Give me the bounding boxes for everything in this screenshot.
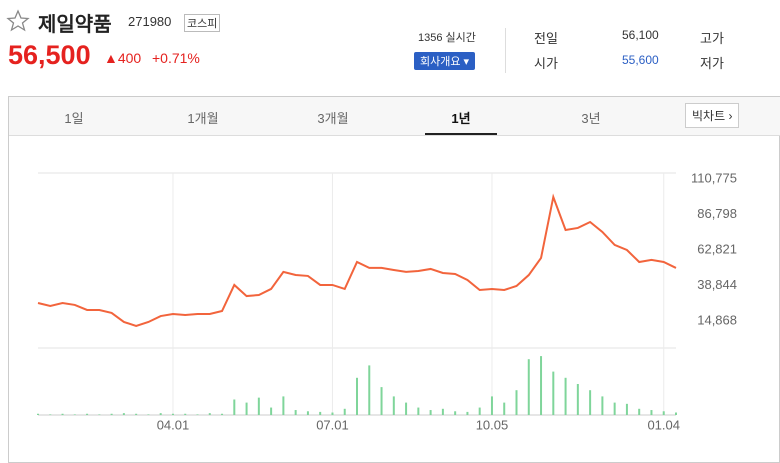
volume-bar — [73, 414, 76, 415]
volume-bar — [429, 410, 432, 415]
volume-bar — [122, 413, 125, 415]
volume-bar — [221, 413, 224, 415]
volume-bar — [503, 402, 506, 415]
company-button[interactable]: 회사개요 ▾ — [414, 52, 476, 70]
volume-bar — [478, 407, 481, 415]
volume-bar — [466, 411, 469, 415]
volume-bar — [564, 377, 567, 415]
volume-bar — [625, 403, 628, 415]
volume-bar — [86, 413, 89, 415]
stat-label: 시가 — [534, 56, 558, 71]
volume-bar — [392, 396, 395, 415]
active-underline — [425, 133, 497, 135]
current-price: 56,500 — [8, 40, 91, 70]
volume-bar — [356, 377, 358, 415]
company-button-label: 회사개요 — [420, 56, 461, 68]
volume-bar — [135, 413, 138, 415]
volume-bar — [319, 411, 322, 415]
period-tab[interactable]: 1개월 — [187, 111, 219, 126]
volume-bar — [294, 410, 297, 415]
volume-bar — [245, 402, 248, 415]
y-tick-label: 86,798 — [697, 206, 737, 221]
volume-bar — [49, 414, 52, 415]
volume-bar — [37, 413, 39, 415]
volume-bar — [184, 413, 187, 415]
volume-bar — [638, 408, 641, 415]
volume-bar — [527, 359, 530, 415]
volume-bar — [306, 411, 309, 415]
big-chart-button[interactable]: 빅차트 › — [685, 103, 740, 128]
volume-bar — [490, 396, 493, 415]
divider — [505, 28, 506, 73]
volume-bar — [368, 365, 371, 415]
period-tab[interactable]: 3개월 — [317, 111, 349, 126]
volume-bar — [675, 412, 677, 415]
volume-bar — [343, 408, 346, 415]
y-tick-label: 14,868 — [697, 312, 737, 327]
volume-bar — [552, 371, 555, 415]
stat-label: 고가 — [700, 31, 724, 46]
volume-bar — [441, 408, 444, 415]
volume-bar — [98, 414, 101, 415]
volume-bar — [417, 407, 420, 415]
volume-bar — [196, 414, 199, 415]
period-tab[interactable]: 1일 — [64, 111, 84, 126]
period-tab[interactable]: 3년 — [581, 111, 601, 126]
favorite-star[interactable] — [6, 9, 30, 33]
volume-bar — [257, 397, 260, 415]
y-tick-label: 110,775 — [691, 170, 737, 185]
volume-bar — [540, 356, 543, 415]
stat-value: 55,600 — [622, 53, 659, 67]
volume-bar — [61, 413, 64, 415]
x-tick-label: 04.01 — [157, 417, 190, 432]
price-line — [37, 193, 677, 328]
stat-label: 전일 — [534, 31, 558, 46]
volume-bar — [576, 384, 579, 415]
stock-name: 제일약품 — [38, 14, 112, 36]
x-tick-label: 07.01 — [316, 417, 349, 432]
y-tick-label: 38,844 — [697, 277, 737, 292]
tab-bar — [9, 97, 780, 136]
volume-bar — [454, 411, 457, 415]
change: ▲400 — [104, 50, 142, 66]
y-tick-label: 62,821 — [697, 241, 737, 256]
volume-bar — [589, 390, 592, 415]
volume-bar — [650, 410, 653, 415]
change-value: 400 — [117, 50, 142, 66]
stat-value: 56,100 — [622, 28, 659, 42]
x-tick-label: 10.05 — [476, 417, 509, 432]
volume-bar — [601, 396, 604, 415]
volume-bar — [171, 413, 174, 415]
volume-bar — [270, 407, 273, 415]
volume-bar — [110, 413, 113, 415]
volume-bar — [380, 387, 383, 415]
update-time: 1356 실시간 — [418, 32, 476, 44]
volume-bar — [515, 390, 518, 415]
volume-bar — [282, 396, 285, 415]
volume-bar — [208, 413, 211, 415]
volume-bar — [331, 412, 334, 415]
change-pct: +0.71% — [152, 50, 200, 66]
stat-label: 저가 — [700, 56, 724, 71]
stock-code: 271980 — [128, 14, 172, 29]
x-tick-label: 01.04 — [647, 417, 680, 432]
volume-bar — [233, 399, 236, 415]
market-badge: 코스피 — [184, 14, 221, 32]
big-chart-label: 빅차트 — [692, 109, 726, 123]
volume-bar — [405, 402, 408, 415]
period-tab[interactable]: 1년 — [451, 111, 471, 126]
volume-bar — [147, 414, 150, 415]
volume-bar — [159, 413, 162, 415]
volume-bar — [613, 402, 616, 415]
volume-bar — [662, 411, 665, 415]
